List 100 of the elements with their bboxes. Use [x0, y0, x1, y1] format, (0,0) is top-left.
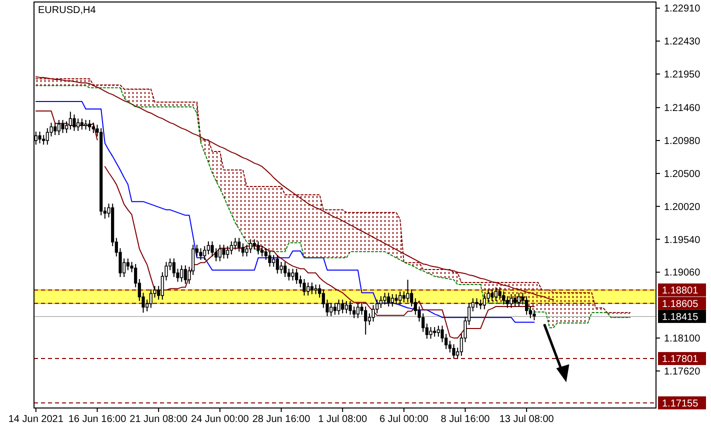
candlestick [368, 312, 371, 326]
candlestick [330, 302, 333, 317]
candlestick [72, 114, 76, 132]
candlestick [402, 290, 406, 303]
x-tick-label: 28 Jun 16:00 [252, 414, 311, 425]
ref-line-label: 1.18415 [662, 312, 699, 323]
candlestick [298, 275, 302, 288]
ref-line-label: 1.17155 [662, 398, 699, 410]
ref-line-label: 1.18801 [662, 285, 699, 296]
candlestick [68, 111, 72, 130]
candlestick [65, 120, 68, 134]
candlestick [268, 251, 272, 268]
candlestick [510, 294, 513, 308]
candlestick [280, 261, 283, 274]
x-tick-label: 21 Jun 08:00 [130, 414, 188, 425]
candlestick [76, 118, 80, 132]
candlestick [260, 246, 264, 257]
x-tick-label: 16 Jun 16:00 [68, 414, 127, 425]
candlestick [284, 261, 287, 278]
candlestick [498, 286, 502, 300]
candlestick [383, 292, 386, 305]
y-tick-label: 1.18100 [664, 334, 701, 345]
candlestick [88, 119, 92, 132]
candlestick [398, 290, 402, 305]
candlestick [406, 279, 410, 303]
candlestick [314, 284, 318, 295]
candlestick [222, 244, 226, 259]
x-tick-label: 6 Jul 00:00 [379, 414, 429, 425]
candlestick [494, 286, 498, 302]
candlestick [126, 258, 130, 271]
candlestick [310, 282, 314, 295]
candlestick [84, 119, 88, 130]
candlestick [390, 294, 394, 307]
candlestick [433, 326, 436, 338]
y-tick-label: 1.21460 [664, 103, 701, 114]
candlestick [387, 292, 390, 307]
x-tick-label: 24 Jun 00:00 [191, 414, 250, 425]
candlestick [172, 258, 176, 278]
candlestick [429, 326, 432, 340]
candlestick [226, 246, 230, 259]
candlestick [295, 268, 298, 284]
candlestick [57, 119, 60, 136]
candlestick [514, 294, 517, 307]
candlestick [199, 248, 202, 260]
y-tick-label: 1.17620 [664, 366, 701, 378]
candlestick [234, 237, 237, 250]
candlestick [517, 292, 520, 307]
ref-line-label: 1.17801 [662, 354, 699, 366]
y-tick-label: 1.19060 [664, 268, 701, 279]
candlestick [379, 296, 382, 308]
candlestick [490, 288, 494, 302]
candlestick [54, 122, 57, 136]
candlestick [256, 240, 260, 255]
candlestick [448, 340, 452, 353]
candlestick [479, 299, 482, 310]
candlestick [92, 122, 95, 134]
candlestick [322, 288, 325, 308]
candlestick [287, 268, 290, 281]
candlestick [394, 294, 398, 305]
x-tick-label: 1 Jul 08:00 [318, 414, 368, 425]
y-tick-label: 1.19540 [664, 234, 701, 246]
candlestick [475, 298, 478, 308]
candlestick [210, 240, 214, 257]
candlestick [46, 128, 49, 146]
candlestick [506, 296, 509, 308]
candlestick [203, 246, 206, 260]
candlestick [525, 296, 528, 316]
candlestick [291, 268, 294, 281]
candlestick [502, 290, 506, 305]
candlestick [218, 244, 222, 262]
candlestick [302, 278, 306, 296]
candlestick [264, 248, 268, 260]
candlestick [364, 306, 368, 336]
y-tick-label: 1.20500 [664, 168, 701, 180]
candlestick [180, 264, 184, 282]
candlestick [38, 131, 42, 144]
candlestick [252, 238, 256, 250]
candlestick [344, 300, 348, 314]
ref-line-label: 1.18605 [662, 298, 699, 310]
candlestick [149, 288, 152, 308]
candlestick [80, 118, 84, 130]
candlestick [184, 264, 187, 284]
candlestick [436, 325, 440, 338]
x-tick-label: 13 Jul 08:00 [499, 414, 554, 425]
candlestick [249, 238, 252, 254]
candlestick [348, 300, 352, 316]
candlestick [337, 299, 340, 316]
y-tick-label: 1.21950 [664, 70, 701, 81]
candlestick [241, 242, 244, 257]
candlestick [276, 254, 279, 274]
candlestick [452, 344, 456, 360]
candlestick [238, 237, 241, 252]
x-tick-label: 14 Jun 2021 [8, 414, 64, 425]
y-tick-label: 1.20020 [664, 202, 701, 213]
candlestick [482, 294, 486, 310]
candlestick [61, 119, 64, 134]
y-tick-label: 1.20980 [664, 136, 701, 148]
y-tick-label: 1.22910 [664, 4, 701, 15]
candlestick [341, 299, 344, 314]
x-tick-label: 8 Jul 16:00 [440, 414, 490, 425]
